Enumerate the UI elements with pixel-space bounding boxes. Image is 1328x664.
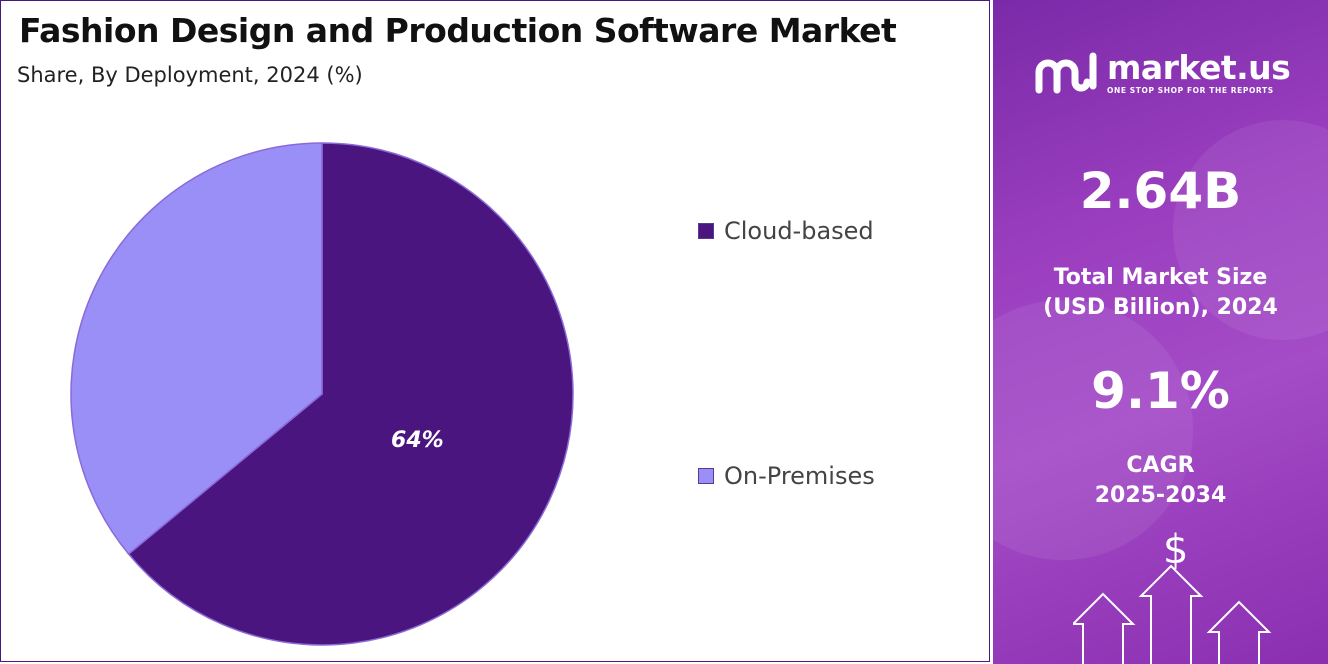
pie-slice-on-premises[interactable] [70,142,323,556]
brand-logo[interactable]: market.us ONE STOP SHOP FOR THE REPORTS [1033,48,1291,96]
market-us-logo-icon [1035,52,1097,94]
market-size-value: 2.64B [1079,162,1242,220]
legend-item-cloud-based[interactable]: Cloud-based [698,217,874,245]
legend-swatch-cloud-based [698,223,714,239]
cagr-label-line2: 2025-2034 [1094,483,1227,508]
dollar-icon: $ [1163,527,1189,573]
background-decoration [993,300,1193,560]
legend-label-cloud-based: Cloud-based [724,217,874,245]
chart-title: Fashion Design and Production Software M… [19,11,897,50]
cagr-label-line1: CAGR [1126,453,1195,478]
legend-label-on-premises: On-Premises [724,462,875,490]
cagr-value: 9.1% [1091,362,1230,420]
pie-slice-cloud-based[interactable] [127,142,574,646]
legend-item-on-premises[interactable]: On-Premises [698,462,875,490]
brand-name: market.us [1107,48,1291,87]
legend-swatch-on-premises [698,468,714,484]
chart-panel: Fashion Design and Production Software M… [0,0,990,662]
summary-sidebar: market.us ONE STOP SHOP FOR THE REPORTS … [993,0,1328,664]
pie-chart: 64% [70,142,574,646]
chart-subtitle: Share, By Deployment, 2024 (%) [17,63,363,87]
brand-tagline: ONE STOP SHOP FOR THE REPORTS [1107,86,1274,95]
market-size-label-line1: Total Market Size [1053,265,1268,290]
market-size-label-line2: (USD Billion), 2024 [1043,295,1278,320]
data-label-cloud-based: 64% [391,428,444,453]
up-arrow-icon [1073,564,1272,664]
